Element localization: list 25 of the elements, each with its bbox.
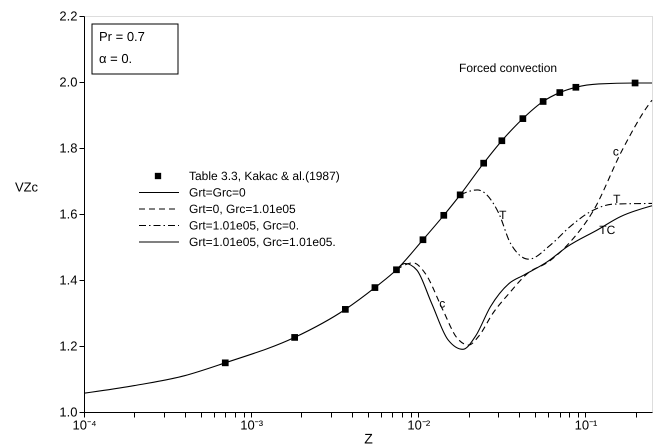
- y-tick-label: 1.0: [59, 404, 78, 420]
- y-axis-title: VZc: [14, 180, 39, 195]
- y-tick-label: 1.4: [59, 272, 78, 288]
- legend-label: Grt=Grc=0: [189, 186, 246, 200]
- annotation: Forced convection: [459, 61, 558, 75]
- x-axis-title: Z: [364, 430, 374, 444]
- y-tick-label: 2.2: [59, 8, 78, 24]
- legend-label: Grt=1.01e05, Grc=1.01e05.: [189, 235, 336, 249]
- legend-label: Table 3.3, Kakac & al.(1987): [189, 169, 340, 183]
- y-tick-label: 1.6: [59, 206, 78, 222]
- annotation: c: [612, 144, 619, 158]
- y-tick-label: 1.2: [59, 338, 78, 354]
- annotation: T: [613, 192, 622, 206]
- y-tick-label: 1.8: [59, 140, 78, 156]
- x-tick-label: 10⁻²: [407, 418, 431, 432]
- annotation: α = 0.: [99, 51, 132, 66]
- y-tick-label: 2.0: [59, 74, 78, 90]
- x-tick-label: 10⁻¹: [574, 418, 598, 432]
- x-tick-label: 10⁻⁴: [72, 418, 97, 432]
- annotation: Pr = 0.7: [99, 29, 145, 44]
- annotation: TC: [599, 222, 616, 237]
- annotation: T: [499, 208, 508, 222]
- legend-label: Grt=0, Grc=1.01e05: [189, 202, 296, 216]
- x-tick-label: 10⁻³: [240, 418, 264, 432]
- legend-label: Grt=1.01e05, Grc=0.: [189, 218, 300, 232]
